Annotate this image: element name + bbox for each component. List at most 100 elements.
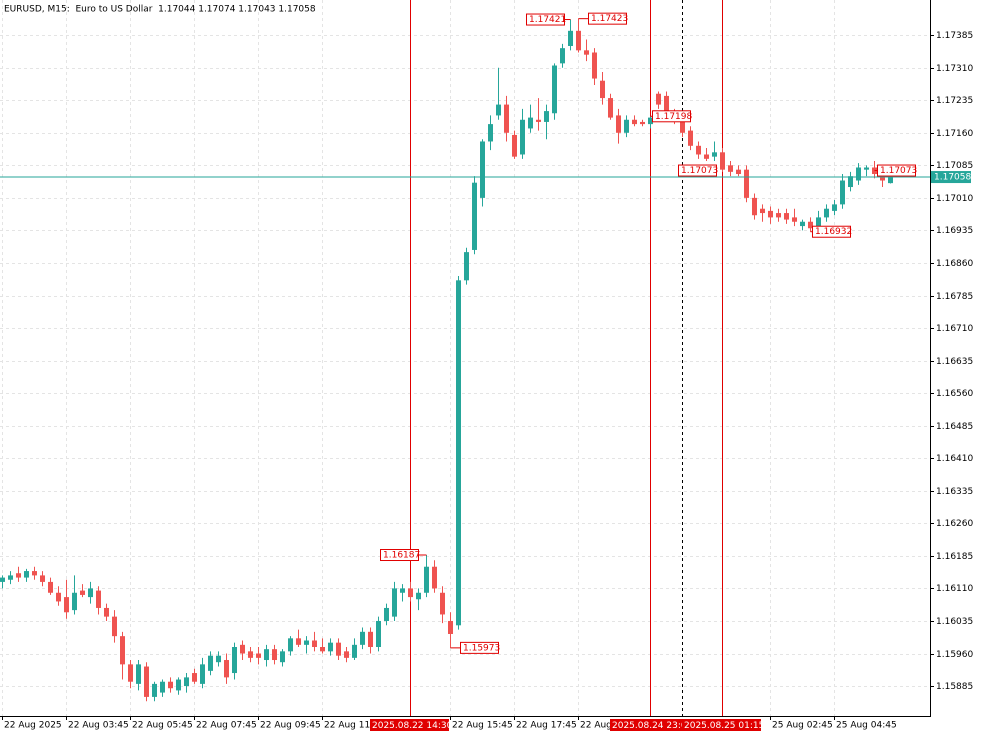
candle-body	[288, 638, 293, 652]
candle-body	[696, 145, 701, 155]
plot-area: 1.17421 1.17423 1.17198 1.17073 1.16187 1.159…	[0, 0, 930, 716]
x-tick-label: 22 Aug 05:45	[132, 721, 193, 731]
y-tick-label: 1.16185	[936, 552, 973, 562]
candle-body	[176, 679, 181, 691]
candle-body	[496, 104, 501, 116]
y-tick-label: 1.16935	[936, 226, 973, 236]
y-tick-label: 1.17160	[936, 129, 973, 139]
y-tick-label: 1.17385	[936, 31, 973, 41]
x-tick-label: 22 Aug 2025	[4, 721, 62, 731]
candle-body	[816, 217, 821, 227]
x-tick-label: 22 Aug 15:45	[452, 721, 513, 731]
candle-body	[40, 575, 45, 582]
candle-body	[768, 210, 773, 218]
candle-body	[456, 280, 461, 626]
candle-body	[704, 154, 709, 159]
candle-body	[296, 638, 301, 645]
candle-body	[752, 197, 757, 216]
y-tick-label: 1.16410	[936, 454, 973, 464]
price-marker-box	[652, 110, 691, 123]
x-tick-label: 22 Aug 11:45	[324, 721, 385, 731]
candle-body	[792, 217, 797, 222]
candle-body	[160, 681, 165, 693]
candle-body	[248, 651, 253, 658]
candle-body	[264, 649, 269, 661]
candle-body	[640, 121, 645, 125]
candle-body	[520, 119, 525, 155]
candle-body	[304, 640, 309, 645]
candle-body	[208, 655, 213, 671]
candle-body	[200, 664, 205, 684]
candle-body	[512, 134, 517, 157]
candle-body	[224, 660, 229, 678]
candle-body	[728, 165, 733, 172]
candle-body	[232, 647, 237, 674]
candle-body	[16, 573, 21, 578]
candle-body	[584, 50, 589, 55]
candle-body	[488, 124, 493, 142]
candle-body	[344, 651, 349, 658]
price-marker-label: 1.17421	[529, 15, 566, 25]
vertical-line-time-box	[610, 719, 689, 731]
candle-body	[624, 119, 629, 133]
candle-body	[608, 98, 613, 118]
price-marker-label: 1.15973	[463, 643, 500, 653]
candle-body	[592, 52, 597, 79]
y-tick-label: 1.15960	[936, 650, 973, 660]
candle-body	[352, 644, 357, 658]
x-tick-label: 25 Aug 04:45	[836, 721, 897, 731]
candle-body	[680, 119, 685, 133]
candle-body	[856, 167, 861, 181]
x-tick-label: 22 Aug 03:45	[68, 721, 129, 731]
candle-body	[536, 119, 541, 122]
y-tick-label: 1.16335	[936, 487, 973, 497]
candle-body	[480, 141, 485, 198]
price-marker-box	[678, 164, 717, 177]
vertical-line-time-label: 2025.08.22 14:30	[372, 721, 453, 731]
price-marker-box	[588, 12, 627, 25]
candle-body	[712, 152, 717, 157]
candle-body	[784, 213, 789, 220]
candle-body	[72, 592, 77, 611]
candle-body	[168, 681, 173, 689]
x-tick-label: 25 Aug 02:45	[772, 721, 833, 731]
vertical-line-time-label: 2025.08.25 01:15	[684, 721, 764, 731]
candle-body	[256, 653, 261, 658]
candle-body	[440, 592, 445, 615]
candle-body	[240, 644, 245, 654]
candle-body	[280, 651, 285, 663]
y-tick-label: 1.15885	[936, 682, 973, 692]
candle-body	[360, 631, 365, 645]
candle-body	[376, 620, 381, 648]
candle-body	[800, 221, 805, 227]
y-tick-label: 1.16860	[936, 259, 973, 269]
candle-body	[216, 655, 221, 663]
price-marker-box	[460, 641, 499, 654]
candle-body	[888, 177, 893, 184]
candle-body	[776, 213, 781, 218]
candle-body	[840, 180, 845, 205]
candle-body	[320, 647, 325, 652]
current-price-box	[931, 171, 971, 184]
chart-title: EURUSD, M15: Euro to US Dollar 1.17044 1…	[4, 5, 316, 15]
candle-body	[832, 204, 837, 211]
candle-body	[560, 48, 565, 64]
price-marker-box	[526, 13, 565, 26]
candle-body	[848, 176, 853, 188]
price-marker-label: 1.17073	[681, 166, 718, 176]
vertical-line-time-label: 2025.08.24 23:00	[612, 721, 693, 731]
candle-body	[392, 588, 397, 617]
candle-body	[400, 588, 405, 593]
candle-body	[464, 252, 469, 281]
candle-body	[312, 640, 317, 648]
price-marker-label: 1.17423	[591, 14, 628, 24]
candle-body	[408, 588, 413, 598]
candle-body	[96, 590, 101, 608]
y-tick-label: 1.17310	[936, 64, 973, 74]
price-marker-label: 1.16187	[383, 551, 420, 561]
candle-body	[336, 642, 341, 656]
price-marker-box	[812, 225, 851, 238]
candle-body	[576, 30, 581, 51]
